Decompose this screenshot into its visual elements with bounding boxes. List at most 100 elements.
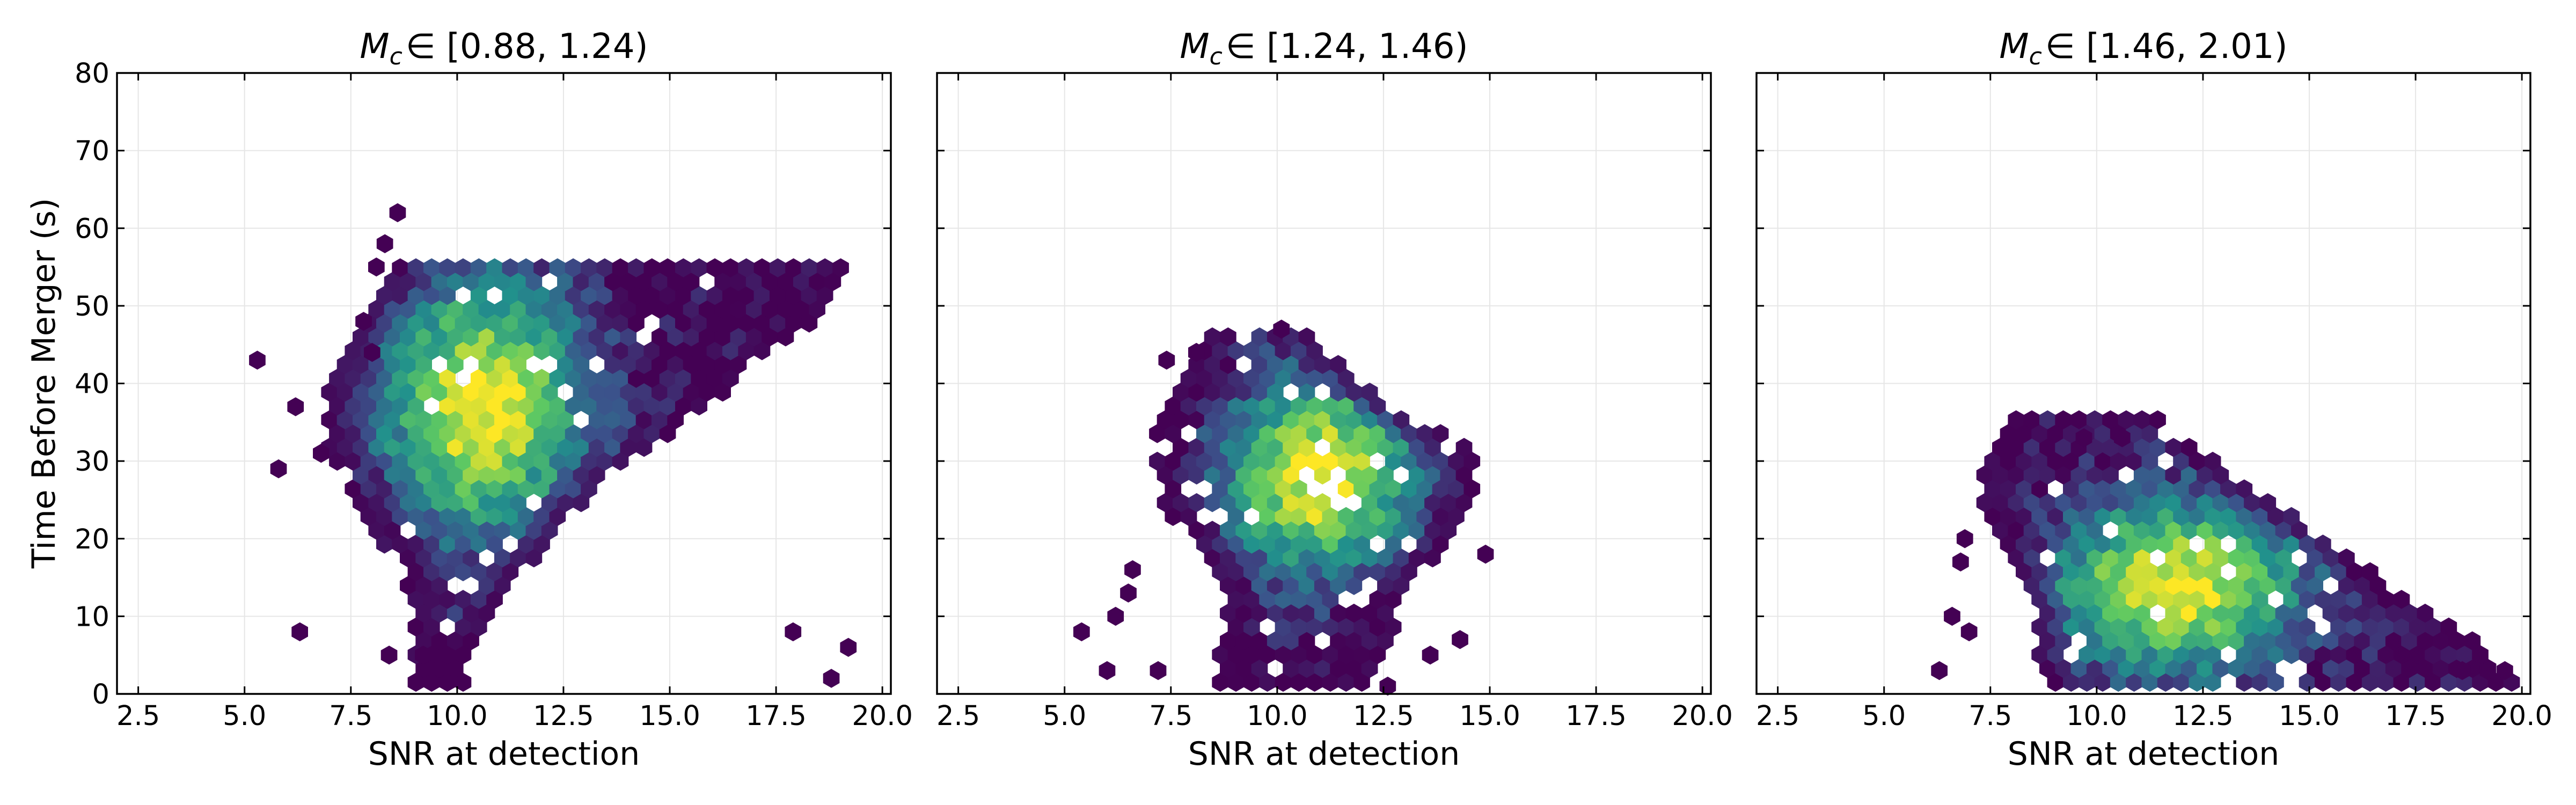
hexbin-cell (620, 272, 637, 291)
hexbin-cell (525, 327, 543, 347)
hexbin-cell (2118, 576, 2135, 595)
hexbin-cell (353, 437, 369, 457)
hexbin-cell (502, 562, 519, 582)
hexbin-cell (714, 355, 731, 374)
hexbin-cell (486, 451, 503, 471)
hexbin-cell (494, 548, 511, 568)
hexbin-cell (2409, 617, 2426, 637)
hexbin-cell (659, 313, 676, 333)
hexbin-cell (2377, 645, 2394, 664)
hexbin-cell (596, 286, 613, 305)
hexbin-cell (675, 286, 692, 305)
hexbin-cell (2291, 603, 2308, 623)
hexbin-cell (1385, 535, 1402, 554)
hexbin-cell (691, 258, 707, 277)
hexbin-cell (1463, 451, 1481, 471)
hexbin-cell (1275, 424, 1292, 443)
hexbin-cell-sparse (2075, 428, 2092, 448)
hexbin-cell (439, 424, 456, 443)
hexbin-cell (1267, 521, 1284, 540)
hexbin-cell (1235, 658, 1252, 678)
hexbin-cell (1251, 521, 1268, 540)
hexbin-cell (1408, 521, 1425, 540)
hexbin-cell (533, 424, 550, 443)
hexbin-cell (2023, 465, 2040, 485)
hexbin-cell (1227, 451, 1245, 471)
hexbin-cell (2133, 658, 2150, 678)
hexbin-cell (1251, 410, 1268, 429)
hexbin-cell (730, 355, 747, 374)
hexbin-cell (1290, 396, 1307, 416)
hexbin-cell (1290, 451, 1307, 471)
hexbin-cell (376, 507, 393, 526)
hexbin-cell (533, 451, 550, 471)
hexbin-cell (2079, 535, 2095, 554)
hexbin-cell (439, 507, 456, 526)
hexbin-cell (1267, 631, 1284, 650)
x-tick-label-3-6: 17.5 (2385, 700, 2446, 732)
hexbin-cell-sparse (2454, 661, 2471, 680)
hexbin-cell (1416, 424, 1433, 443)
hexbin-cell (2031, 451, 2048, 471)
hexbin-cell (2173, 507, 2190, 526)
hexbin-cell-sparse (249, 350, 266, 370)
hexbin-cell (557, 437, 574, 457)
hexbin-cell (2180, 603, 2198, 623)
hexbin-cell (431, 631, 448, 650)
hexbin-cell (439, 672, 456, 692)
hexbin-cell (1337, 507, 1355, 526)
hexbin-cell (400, 327, 416, 347)
hexbin-cell (1377, 603, 1394, 623)
hexbin-cell (1180, 451, 1197, 471)
hexbin-cell (2236, 507, 2253, 526)
hexbin-cell (1330, 548, 1346, 568)
hexbin-cell (2008, 493, 2025, 513)
hexbin-cell (2338, 603, 2355, 623)
panel-2-title: Mc∈ [1.24, 1.46) (1180, 27, 1468, 70)
hexbin-cell (2047, 617, 2064, 637)
hexbin-cell (1992, 521, 2009, 540)
hexbin-cell (691, 396, 707, 416)
hexbin-cell (793, 272, 810, 291)
hexbin-cell (478, 521, 495, 540)
hexbin-cell (2393, 645, 2410, 664)
hexbin-cell (738, 313, 755, 333)
hexbin-cell-sparse (2114, 428, 2131, 448)
hexbin-cell (2079, 479, 2095, 499)
hexbin-cell (2063, 672, 2080, 692)
hexbin-cell (2031, 590, 2048, 609)
hexbin-cell (1432, 451, 1449, 471)
hexbin-cell (683, 383, 700, 402)
hexbin-cell (384, 299, 401, 319)
hexbin-cell (439, 286, 456, 305)
hexbin-cell-sparse (1944, 606, 1960, 626)
hexbin-cell (486, 535, 503, 554)
hexbin-cell (2079, 562, 2095, 582)
hexbin-cell (1337, 451, 1355, 471)
x-tick-label-1-1: 5.0 (223, 700, 266, 732)
hexbin-cell (1157, 410, 1174, 429)
hexbin-cell (2204, 645, 2221, 664)
hexbin-cell (1298, 576, 1315, 595)
hexbin-cell (431, 272, 448, 291)
hexbin-cell (581, 396, 597, 416)
hexbin-cell (368, 327, 385, 347)
hexbin-cell (1385, 507, 1402, 526)
hexbin-cell (675, 396, 692, 416)
hexbin-cell (470, 479, 487, 499)
x-tick-label-3-7: 20.0 (2491, 700, 2552, 732)
hexbin-cell (2141, 590, 2158, 609)
hexbin-cell (1283, 576, 1299, 595)
hexbin-cell (1283, 631, 1299, 650)
hexbin-cell (2212, 521, 2229, 540)
hexbin-cell (581, 479, 597, 499)
hexbin-cell (478, 465, 495, 485)
hexbin-cell (643, 286, 661, 305)
hexbin-cell (2157, 562, 2174, 582)
hexbin-cell (2361, 617, 2379, 637)
hexbin-cell (667, 355, 684, 374)
hexbin-cell (510, 327, 526, 347)
hexbin-cell (1251, 437, 1268, 457)
hexbin-cell (1290, 617, 1307, 637)
hexbin-cell (2157, 590, 2174, 609)
